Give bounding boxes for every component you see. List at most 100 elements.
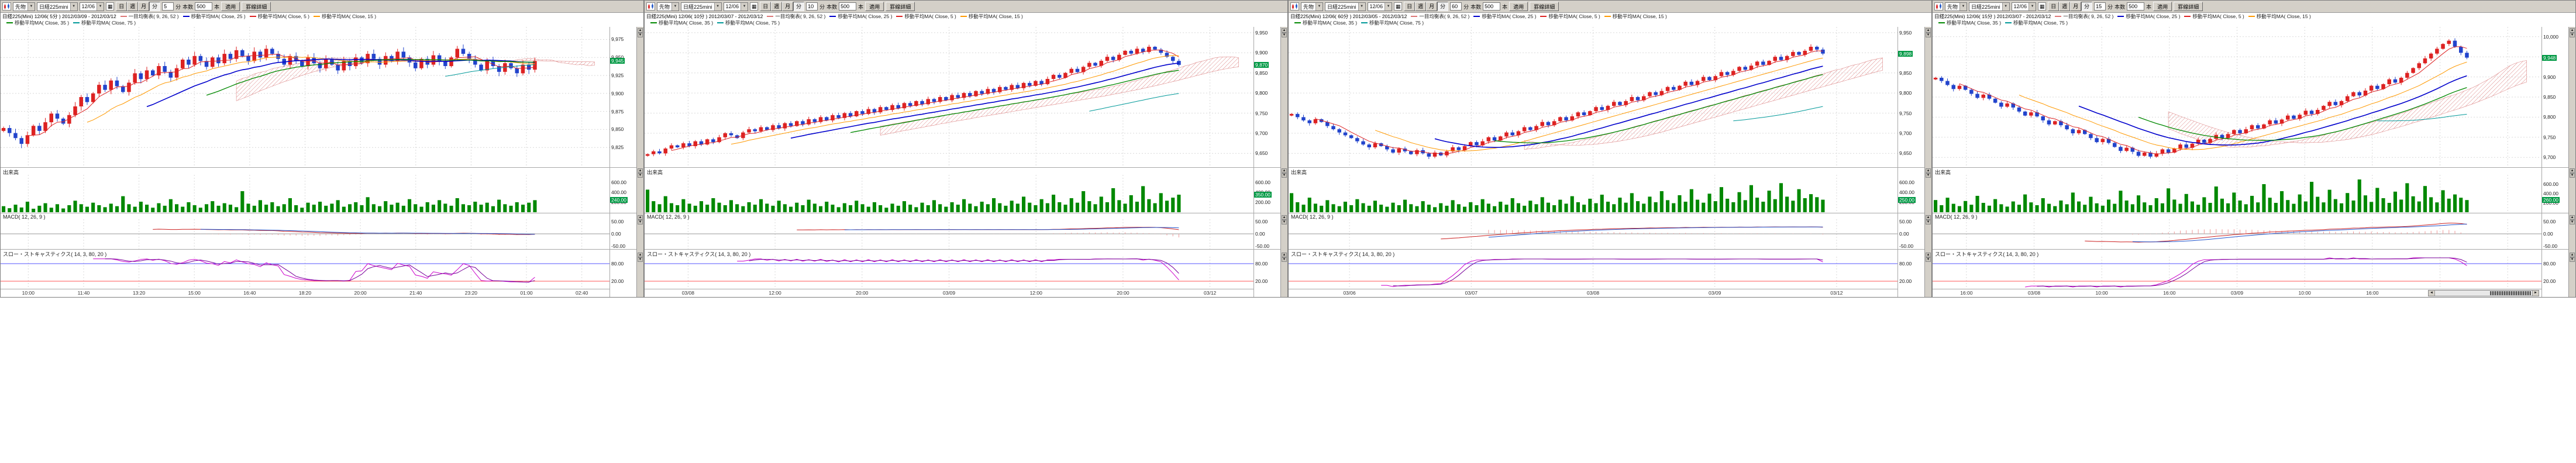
scroll-down-button[interactable]: ▼ bbox=[1926, 33, 1931, 37]
period-month-button[interactable]: 月 bbox=[138, 2, 150, 11]
contract-month-select[interactable]: 12/06 ▼ bbox=[1367, 2, 1393, 11]
symbol-select[interactable]: 日経225mini ▼ bbox=[1969, 2, 2010, 11]
period-day-button[interactable]: 日 bbox=[116, 2, 128, 11]
macd-chart[interactable]: MACD( 12, 26, 9 ) bbox=[1289, 213, 1897, 249]
volume-chart[interactable]: 出来高 bbox=[1289, 167, 1897, 213]
calendar-icon[interactable]: ▦ bbox=[1394, 2, 1403, 11]
period-minute-button[interactable]: 分 bbox=[793, 2, 805, 11]
right-scrollbar[interactable]: ▲ ▼ ▲ ▼ ▲ ▼ ▲ ▼ bbox=[2568, 27, 2575, 297]
scroll-down-button[interactable]: ▼ bbox=[638, 257, 643, 262]
scroll-down-button[interactable]: ▼ bbox=[2570, 33, 2575, 37]
scroll-down-button[interactable]: ▼ bbox=[2570, 173, 2575, 178]
scroll-up-button[interactable]: ▲ bbox=[2570, 28, 2575, 33]
scroll-down-button[interactable]: ▼ bbox=[638, 173, 643, 178]
chart-detail-button[interactable]: 罫線詳細 bbox=[1530, 2, 1559, 11]
bar-count-input[interactable] bbox=[195, 2, 213, 11]
scroll-down-button[interactable]: ▼ bbox=[638, 220, 643, 224]
period-week-button[interactable]: 週 bbox=[127, 2, 139, 11]
scroll-up-button[interactable]: ▲ bbox=[2570, 168, 2575, 173]
period-week-button[interactable]: 週 bbox=[1415, 2, 1427, 11]
instrument-type-select[interactable]: 先物 ▼ bbox=[1945, 2, 1968, 11]
right-scrollbar[interactable]: ▲ ▼ ▲ ▼ ▲ ▼ ▲ ▼ bbox=[1924, 27, 1931, 297]
scroll-left-button[interactable]: ◄ bbox=[2429, 291, 2435, 296]
scroll-up-button[interactable]: ▲ bbox=[638, 215, 643, 220]
volume-chart[interactable]: 出来高 bbox=[645, 167, 1253, 213]
scroll-down-button[interactable]: ▼ bbox=[1282, 220, 1287, 224]
main-chart[interactable] bbox=[1289, 27, 1897, 167]
symbol-select[interactable]: 日経225mini ▼ bbox=[681, 2, 722, 11]
scroll-down-button[interactable]: ▼ bbox=[1926, 257, 1931, 262]
bar-count-input[interactable] bbox=[1483, 2, 1501, 11]
minute-interval-input[interactable] bbox=[162, 2, 174, 11]
instrument-type-select[interactable]: 先物 ▼ bbox=[1301, 2, 1324, 11]
calendar-icon[interactable]: ▦ bbox=[2038, 2, 2047, 11]
instrument-type-select[interactable]: 先物 ▼ bbox=[657, 2, 680, 11]
period-month-button[interactable]: 月 bbox=[1426, 2, 1438, 11]
calendar-icon[interactable]: ▦ bbox=[750, 2, 759, 11]
scroll-up-button[interactable]: ▲ bbox=[1282, 168, 1287, 173]
chart-detail-button[interactable]: 罫線詳細 bbox=[886, 2, 915, 11]
period-month-button[interactable]: 月 bbox=[2070, 2, 2082, 11]
stoch-chart[interactable]: スロー・ストキャスティクス( 14, 3, 80, 20 ) bbox=[1, 249, 609, 289]
period-week-button[interactable]: 週 bbox=[2059, 2, 2071, 11]
scroll-down-button[interactable]: ▼ bbox=[1282, 257, 1287, 262]
scroll-right-button[interactable]: ► bbox=[2532, 291, 2539, 296]
scroll-up-button[interactable]: ▲ bbox=[638, 253, 643, 257]
scroll-down-button[interactable]: ▼ bbox=[638, 33, 643, 37]
bar-count-input[interactable] bbox=[2127, 2, 2145, 11]
stoch-chart[interactable]: スロー・ストキャスティクス( 14, 3, 80, 20 ) bbox=[1289, 249, 1897, 289]
right-scrollbar[interactable]: ▲ ▼ ▲ ▼ ▲ ▼ ▲ ▼ bbox=[636, 27, 643, 297]
scroll-up-button[interactable]: ▲ bbox=[638, 28, 643, 33]
scroll-down-button[interactable]: ▼ bbox=[1926, 173, 1931, 178]
period-day-button[interactable]: 日 bbox=[2048, 2, 2060, 11]
scroll-down-button[interactable]: ▼ bbox=[2570, 257, 2575, 262]
scroll-up-button[interactable]: ▲ bbox=[1926, 253, 1931, 257]
apply-button[interactable]: 適用 bbox=[221, 2, 240, 11]
period-minute-button[interactable]: 分 bbox=[2081, 2, 2093, 11]
main-chart[interactable] bbox=[1933, 27, 2541, 167]
contract-month-select[interactable]: 12/06 ▼ bbox=[2011, 2, 2037, 11]
stoch-chart[interactable]: スロー・ストキャスティクス( 14, 3, 80, 20 ) bbox=[645, 249, 1253, 289]
instrument-type-select[interactable]: 先物 ▼ bbox=[13, 2, 36, 11]
apply-button[interactable]: 適用 bbox=[865, 2, 884, 11]
macd-chart[interactable]: MACD( 12, 26, 9 ) bbox=[645, 213, 1253, 249]
volume-chart[interactable]: 出来高 bbox=[1933, 167, 2541, 213]
right-scrollbar[interactable]: ▲ ▼ ▲ ▼ ▲ ▼ ▲ ▼ bbox=[1280, 27, 1287, 297]
minute-interval-input[interactable] bbox=[806, 2, 818, 11]
scroll-up-button[interactable]: ▲ bbox=[1282, 28, 1287, 33]
apply-button[interactable]: 適用 bbox=[1509, 2, 1528, 11]
symbol-select[interactable]: 日経225mini ▼ bbox=[37, 2, 78, 11]
scroll-up-button[interactable]: ▲ bbox=[1926, 28, 1931, 33]
main-chart[interactable] bbox=[645, 27, 1253, 167]
calendar-icon[interactable]: ▦ bbox=[106, 2, 115, 11]
apply-button[interactable]: 適用 bbox=[2153, 2, 2172, 11]
scroll-up-button[interactable]: ▲ bbox=[2570, 253, 2575, 257]
period-minute-button[interactable]: 分 bbox=[1437, 2, 1449, 11]
chart-detail-button[interactable]: 罫線詳細 bbox=[242, 2, 271, 11]
scroll-down-button[interactable]: ▼ bbox=[2570, 220, 2575, 224]
scroll-up-button[interactable]: ▲ bbox=[1282, 215, 1287, 220]
scrollbar-track[interactable] bbox=[2435, 291, 2532, 296]
scroll-up-button[interactable]: ▲ bbox=[1926, 215, 1931, 220]
scrollbar-thumb[interactable] bbox=[2490, 291, 2531, 295]
contract-month-select[interactable]: 12/06 ▼ bbox=[723, 2, 749, 11]
scroll-up-button[interactable]: ▲ bbox=[638, 168, 643, 173]
symbol-select[interactable]: 日経225mini ▼ bbox=[1325, 2, 1366, 11]
volume-chart[interactable]: 出来高 bbox=[1, 167, 609, 213]
period-week-button[interactable]: 週 bbox=[771, 2, 783, 11]
scroll-down-button[interactable]: ▼ bbox=[1926, 220, 1931, 224]
period-month-button[interactable]: 月 bbox=[782, 2, 794, 11]
scroll-up-button[interactable]: ▲ bbox=[1926, 168, 1931, 173]
period-day-button[interactable]: 日 bbox=[1404, 2, 1416, 11]
macd-chart[interactable]: MACD( 12, 26, 9 ) bbox=[1933, 213, 2541, 249]
stoch-chart[interactable]: スロー・ストキャスティクス( 14, 3, 80, 20 ) bbox=[1933, 249, 2541, 289]
macd-chart[interactable]: MACD( 12, 26, 9 ) bbox=[1, 213, 609, 249]
bar-count-input[interactable] bbox=[839, 2, 857, 11]
scroll-down-button[interactable]: ▼ bbox=[1282, 173, 1287, 178]
minute-interval-input[interactable] bbox=[1450, 2, 1462, 11]
scroll-down-button[interactable]: ▼ bbox=[1282, 33, 1287, 37]
contract-month-select[interactable]: 12/06 ▼ bbox=[79, 2, 105, 11]
period-day-button[interactable]: 日 bbox=[760, 2, 772, 11]
chart-detail-button[interactable]: 罫線詳細 bbox=[2174, 2, 2203, 11]
main-chart[interactable] bbox=[1, 27, 609, 167]
